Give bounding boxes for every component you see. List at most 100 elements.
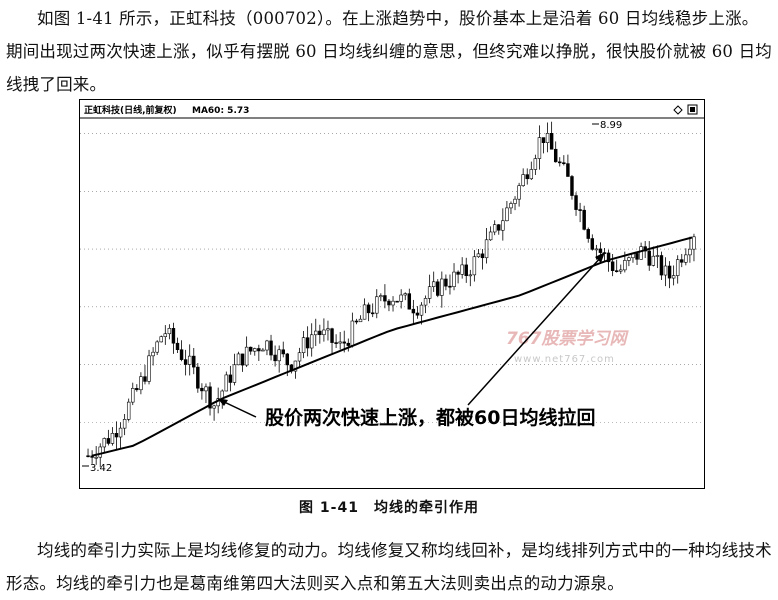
candle-body [509,203,513,209]
candle-body [297,352,302,362]
candle-body [436,281,440,296]
candle-body [598,248,603,253]
candle-body [472,256,477,276]
watermark-logo: 767股票学习网 [506,329,629,349]
candle-body [253,348,257,352]
candle-body [273,354,277,362]
candle-body [590,238,595,250]
chart-annotation: 股价两次快速上涨，都被60日均线拉回 [265,406,595,429]
ma60-label: MA60: 5.73 [192,106,249,116]
candle-body [232,364,237,383]
candle-body [248,346,253,352]
stock-chart: 正虹科技(日线,前复权) MA60: 5.73 767股票学习网 www.net… [79,99,705,489]
candle-body [167,328,172,335]
candle-body [204,386,208,392]
candle-body [305,337,310,349]
candle-body [171,328,176,344]
candle-body [403,293,407,296]
candle-body [440,278,444,296]
candle-body [314,330,318,336]
candle-body [476,253,481,258]
candle-body [484,239,489,259]
candle-body [139,376,143,391]
candle-body [419,304,424,316]
candle-body [553,148,558,163]
candle-body [387,300,391,306]
high-price-label: 8.99 [600,120,622,131]
candle-body [570,176,574,196]
candlestick-series [86,121,696,468]
candle-body [537,137,542,159]
candle-body [558,161,562,164]
candle-body [257,348,261,352]
candle-body [354,320,359,323]
candle-body [411,308,416,314]
candle-body [675,259,680,276]
candle-body [366,304,371,314]
candle-body [688,248,692,256]
candle-body [236,353,241,366]
candle-body [651,255,656,266]
candle-body [391,300,395,306]
candle-body [521,174,525,186]
figure-caption: 图 1-41 均线的牵引作用 [299,500,479,516]
candle-body [224,374,229,392]
candle-body [86,455,90,458]
candle-body [94,456,98,459]
candle-body [118,427,123,438]
candle-body [301,337,306,354]
candle-body [322,329,326,336]
candle-body [663,265,668,276]
annotation-arrow-left [217,398,257,418]
candle-body [448,285,452,288]
bottom-paragraph: 均线的牵引力实际上是均线修复的动力。均线修复又称均线回补，是均线排列方式中的一种… [6,541,772,593]
candle-body [594,248,599,251]
candle-body [619,269,623,272]
candle-body [415,312,420,316]
candle-body [533,158,538,170]
candle-body [549,133,554,150]
candle-body [444,278,448,287]
candle-body [265,340,269,351]
candle-body [135,388,139,391]
candle-body [684,254,688,263]
candle-body [582,209,586,230]
candle-body [492,224,497,233]
candle-body [562,162,566,165]
annotation-arrow-right [467,252,605,406]
candle-body [110,433,115,444]
candle-body [452,271,456,287]
candle-body [122,419,127,429]
candle-body [578,209,582,211]
candle-body [155,341,159,353]
candle-body [318,330,322,336]
top-paragraph: 如图 1-41 所示，正虹科技（000702）。在上涨趋势中，股价基本上是沿着 … [6,9,772,94]
candle-body [102,438,107,448]
candle-body [159,336,163,343]
candle-body [126,401,131,420]
window-controls-icon[interactable] [673,104,698,115]
candle-body [98,446,102,458]
candle-body [399,294,403,302]
candle-body [635,253,639,260]
candle-body [200,387,204,392]
candle-body [196,366,200,389]
candle-body [175,342,180,351]
candle-body [192,355,196,368]
candle-body [655,255,660,257]
candle-body [574,195,578,210]
candle-body [151,351,155,357]
candle-body [517,185,521,200]
candle-body [334,342,338,344]
candle-body [281,349,285,355]
candle-body [114,433,119,438]
candle-body [350,320,355,346]
candle-body [375,296,379,314]
candle-body [143,376,147,382]
candle-body [358,318,363,323]
candle-body [464,264,468,276]
candle-body [208,386,212,409]
candle-body [659,255,664,276]
candle-body [183,359,188,365]
candle-body [342,341,346,344]
